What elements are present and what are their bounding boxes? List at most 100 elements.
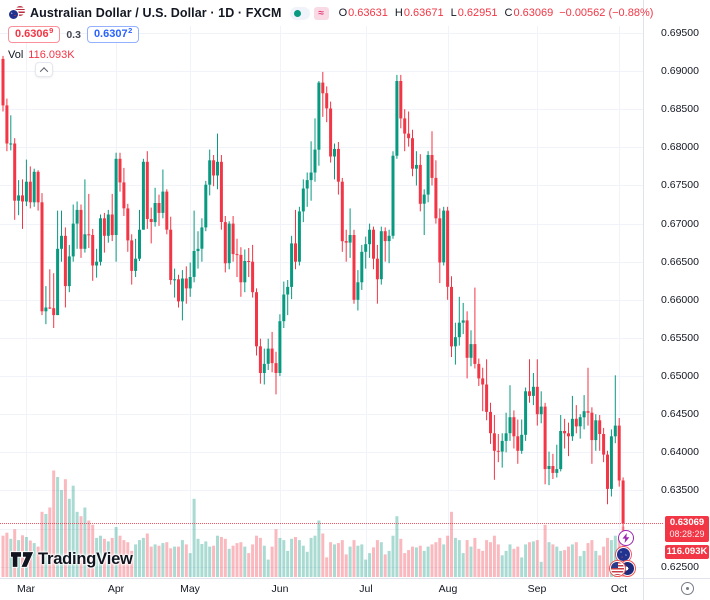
bid-value: 0.6306: [15, 28, 49, 40]
time-axis[interactable]: Mar Apr May Jun Jul Aug Sep Oct: [0, 579, 643, 600]
australia-flag-event-icon[interactable]: [616, 547, 631, 562]
volume-bar: [446, 535, 450, 577]
volume-bar: [325, 557, 329, 577]
volume-bar: [102, 538, 106, 577]
candle: [63, 227, 67, 308]
volume-bar: [348, 546, 352, 577]
volume-bar: [500, 555, 504, 577]
volume-bar: [297, 540, 301, 577]
candle: [258, 338, 262, 384]
volume-value: 116.093K: [28, 49, 75, 61]
price-axis[interactable]: 0.63069 08:28:29 116.093K 0.69500 0.69000…: [644, 0, 710, 578]
volume-bar: [453, 537, 457, 577]
volume-bar: [75, 511, 79, 577]
candle: [165, 189, 169, 235]
volume-bar: [40, 511, 44, 577]
price-axis-label: 0.69500: [661, 27, 699, 39]
candle: [477, 358, 481, 386]
volume-bar: [99, 535, 102, 577]
candle: [559, 415, 563, 472]
candle: [336, 142, 340, 195]
price-axis-label: 0.64500: [661, 408, 699, 420]
ohlc-readout: O 0.63631 H 0.63671 L 0.62951 C 0.63069 −0.0…: [339, 7, 654, 19]
candle: [594, 414, 598, 451]
time-axis-label: Sep: [527, 583, 547, 595]
candle: [44, 286, 48, 325]
volume-bar: [414, 547, 418, 577]
candle: [83, 179, 87, 253]
volume-bar: [95, 537, 99, 577]
volume-bar: [551, 544, 555, 577]
candle: [278, 314, 282, 377]
legend-collapse-button[interactable]: [35, 62, 53, 77]
price-axis-label: 0.63500: [661, 484, 699, 496]
candle: [122, 167, 126, 216]
candle: [606, 450, 609, 505]
candle: [434, 160, 438, 224]
volume-bar: [56, 477, 60, 577]
bid-price-button[interactable]: 0.6306 9: [8, 26, 61, 43]
candle: [196, 231, 200, 269]
volume-bar: [67, 498, 71, 577]
candle: [442, 206, 446, 266]
candle: [563, 418, 567, 449]
candle: [212, 155, 216, 187]
volume-bar: [309, 537, 313, 577]
scale-settings-icon[interactable]: [681, 582, 694, 595]
market-status-pill[interactable]: [289, 6, 310, 20]
candle: [438, 208, 442, 284]
candle: [590, 407, 594, 464]
candlestick-chart: [0, 26, 643, 578]
candle: [313, 118, 317, 182]
time-axis-label: Aug: [438, 583, 458, 595]
volume-bar: [594, 550, 598, 577]
candle: [223, 216, 227, 273]
candle: [586, 367, 590, 426]
tradingview-logo[interactable]: TradingView: [10, 550, 133, 569]
symbol-title[interactable]: Australian Dollar / U.S. Dollar · 1D · F…: [30, 6, 282, 20]
economic-events-flag-cluster[interactable]: [610, 561, 637, 577]
candle: [274, 351, 278, 395]
volume-bar: [516, 546, 520, 577]
candle: [9, 115, 13, 151]
candle: [126, 203, 130, 252]
time-axis-label: Apr: [107, 583, 125, 595]
candle: [496, 434, 500, 463]
candle: [543, 402, 547, 485]
candle: [305, 172, 309, 207]
candle: [161, 169, 165, 219]
candle: [67, 244, 71, 293]
candle: [239, 247, 243, 297]
candle: [36, 170, 40, 211]
chart-plot-area[interactable]: Australian Dollar / U.S. Dollar · 1D · F…: [0, 0, 663, 578]
current-volume-badge: 116.093K: [665, 545, 709, 559]
candle: [422, 189, 426, 235]
ask-price-button[interactable]: 0.6307 2: [86, 26, 140, 43]
volume-bar: [512, 548, 516, 578]
candle: [512, 410, 516, 449]
volume-bar: [559, 550, 563, 577]
candle: [391, 151, 395, 239]
candle: [192, 210, 196, 283]
lightning-event-icon[interactable]: [618, 530, 634, 546]
candle: [153, 187, 157, 227]
volume-bar: [411, 546, 414, 577]
volume-bar: [262, 545, 266, 577]
volume-bar: [317, 520, 321, 577]
volume-bar: [531, 541, 535, 577]
volume-bar: [477, 548, 481, 578]
volume-label[interactable]: Vol: [8, 49, 24, 61]
price-axis-label: 0.67500: [661, 179, 699, 191]
volume-bar: [508, 544, 512, 577]
candle: [356, 270, 360, 311]
candle: [473, 287, 477, 369]
candle: [352, 229, 356, 304]
candle: [426, 151, 430, 203]
volume-bar: [489, 542, 492, 577]
volume-bar: [294, 537, 297, 577]
candle: [200, 218, 204, 262]
volume-bar: [528, 542, 531, 577]
volume-bar: [200, 544, 204, 577]
volume-bar: [313, 535, 317, 577]
delayed-data-icon[interactable]: ≈: [313, 6, 329, 20]
